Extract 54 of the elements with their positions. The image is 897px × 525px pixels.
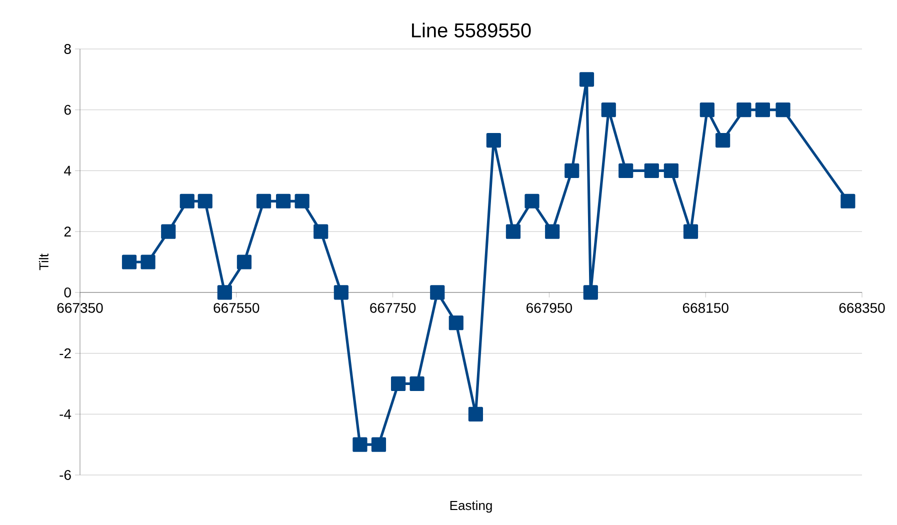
x-tick-label: 668350 (839, 302, 885, 313)
point (583, 285, 598, 300)
point (664, 163, 678, 178)
x-axis-title: Easting (450, 500, 492, 513)
y-axis-title: Tilt (38, 254, 48, 270)
point (198, 194, 212, 208)
point (716, 132, 730, 148)
point (448, 316, 464, 330)
point (776, 102, 790, 118)
point (755, 102, 770, 118)
point (217, 285, 232, 300)
point (390, 376, 406, 392)
point (430, 285, 445, 300)
y-tick-label: -4 (60, 409, 72, 419)
point (276, 194, 291, 208)
point (524, 194, 540, 208)
x-tick-label: 667950 (526, 302, 572, 313)
x-tick-label: 667750 (370, 302, 416, 313)
point (140, 254, 156, 270)
point (161, 224, 176, 239)
point (564, 163, 580, 178)
x-tick-label: 667550 (214, 302, 260, 313)
x-tick-label: 667350 (57, 302, 103, 313)
y-tick-label: -6 (60, 470, 71, 480)
y-tick-label: 6 (64, 104, 71, 115)
point (506, 224, 521, 239)
point (256, 194, 272, 208)
point (294, 194, 310, 208)
y-tick-label: -2 (60, 348, 71, 358)
y-tick-label: 2 (64, 226, 71, 236)
point (545, 224, 560, 239)
point (683, 224, 698, 239)
point (700, 102, 714, 118)
point (122, 254, 137, 270)
point (334, 285, 348, 300)
point (352, 437, 368, 452)
point (736, 102, 752, 118)
point (314, 224, 328, 239)
point (840, 194, 856, 208)
point (371, 437, 386, 452)
y-tick-label: 8 (64, 44, 71, 54)
point (579, 72, 594, 87)
y-tick-label: 0 (64, 287, 71, 298)
chart-title: Line 5589550 (412, 22, 531, 38)
point (410, 376, 424, 392)
y-tick-label: 4 (64, 166, 72, 176)
x-tick-label: 668150 (682, 302, 728, 313)
point (468, 406, 483, 422)
point (618, 163, 634, 178)
point (486, 132, 501, 148)
point (644, 163, 659, 178)
point (180, 194, 194, 208)
point (236, 254, 252, 270)
point (601, 102, 616, 118)
